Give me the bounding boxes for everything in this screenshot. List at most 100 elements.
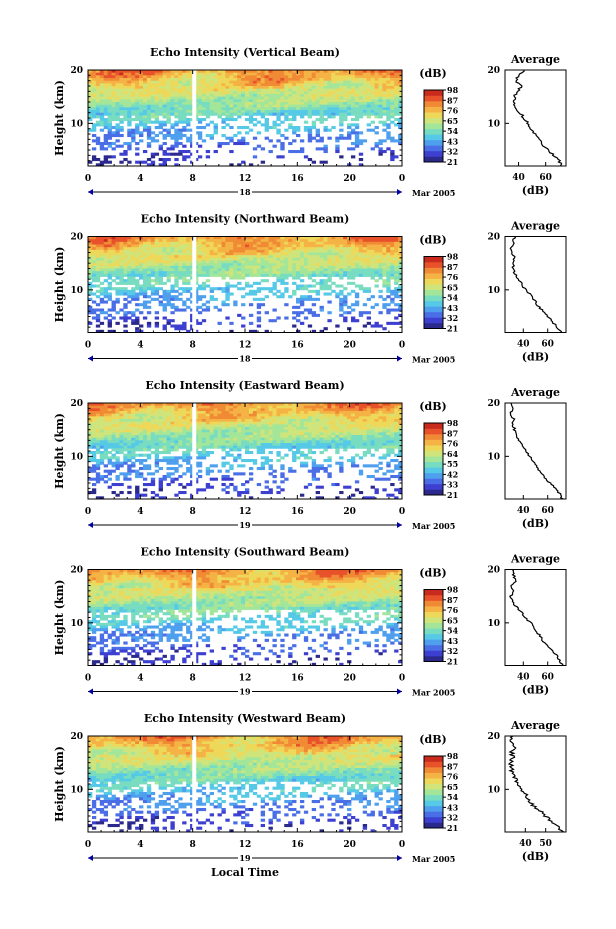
heatmap-cell xyxy=(323,112,328,116)
heatmap-cell xyxy=(146,104,152,108)
heatmap-cell xyxy=(119,445,124,449)
heatmap-cell xyxy=(394,308,399,312)
heatmap-cell xyxy=(139,435,144,439)
heatmap-cell xyxy=(201,104,207,108)
heatmap-cell xyxy=(398,99,403,103)
heatmap-cell xyxy=(174,239,179,243)
heatmap-cell xyxy=(323,147,328,151)
heatmap-cell xyxy=(315,134,320,138)
heatmap-cell xyxy=(131,295,136,299)
heatmap-cell xyxy=(154,152,160,156)
heatmap-cell xyxy=(131,287,136,291)
heatmap-cell xyxy=(252,110,258,114)
heatmap-cell xyxy=(268,96,273,100)
heatmap-cell xyxy=(229,118,234,122)
heatmap-cell xyxy=(209,96,215,100)
colorbar-level-label: 87 xyxy=(447,95,458,105)
heatmap-cell xyxy=(170,96,175,100)
heatmap-cell xyxy=(150,411,156,415)
heatmap-cell xyxy=(284,271,289,275)
heatmap-cell xyxy=(146,126,152,130)
heatmap-cell xyxy=(119,112,124,116)
heatmap-cell xyxy=(284,91,289,95)
heatmap-cell xyxy=(103,118,109,122)
profile-title: Average xyxy=(510,53,560,66)
heatmap-cell xyxy=(390,308,395,312)
heatmap-cell xyxy=(119,437,124,441)
heatmap-cell xyxy=(190,244,195,248)
heatmap-cell xyxy=(154,440,160,444)
heatmap-cell xyxy=(343,136,348,140)
heatmap-cell xyxy=(335,144,340,148)
heatmap-cell xyxy=(95,273,101,277)
heatmap-cell xyxy=(91,139,97,143)
heatmap-cell xyxy=(166,147,171,151)
heatmap-cell xyxy=(139,405,144,409)
heatmap-cell xyxy=(174,131,179,135)
heatmap-cell xyxy=(162,429,167,433)
heatmap-cell xyxy=(233,94,238,98)
heatmap-cell xyxy=(99,477,105,481)
heatmap-cell xyxy=(107,144,112,148)
heatmap-cell xyxy=(284,104,289,108)
heatmap-cell xyxy=(115,475,120,479)
heatmap-cell xyxy=(221,134,226,138)
heatmap-cell xyxy=(182,115,187,119)
heatmap-cell xyxy=(374,252,379,256)
heatmap-cell xyxy=(205,472,211,476)
heatmap-cell xyxy=(205,424,211,428)
heatmap-cell xyxy=(99,163,105,167)
heatmap-cell xyxy=(335,263,340,267)
heatmap-cell xyxy=(288,239,293,243)
heatmap-cell xyxy=(276,102,281,106)
heatmap-cell xyxy=(398,260,403,264)
heatmap-cell xyxy=(131,70,136,74)
heatmap-cell xyxy=(296,107,301,111)
heatmap-cell xyxy=(241,440,246,444)
heatmap-cell xyxy=(390,150,395,154)
heatmap-cell xyxy=(335,110,340,114)
heatmap-cell xyxy=(225,432,230,436)
heatmap-cell xyxy=(119,292,124,296)
heatmap-cell xyxy=(174,252,179,256)
heatmap-cell xyxy=(154,456,160,460)
heatmap-cell xyxy=(354,252,360,256)
heatmap-cell xyxy=(166,483,171,487)
heatmap-cell xyxy=(394,241,399,245)
heatmap-cell xyxy=(366,115,372,119)
heatmap-cell xyxy=(382,104,387,108)
heatmap-cell xyxy=(190,440,195,444)
heatmap-cell xyxy=(178,241,183,245)
heatmap-cell xyxy=(166,413,171,417)
heatmap-cell xyxy=(115,107,120,111)
heatmap-cell xyxy=(217,83,222,87)
heatmap-cell xyxy=(91,279,97,283)
heatmap-cell xyxy=(190,432,195,436)
heatmap-cell xyxy=(209,427,215,431)
heatmap-cell xyxy=(221,477,226,481)
heatmap-cell xyxy=(91,265,97,269)
heatmap-cell xyxy=(174,94,179,98)
heatmap-cell xyxy=(225,427,230,431)
heatmap-cell xyxy=(115,432,120,436)
heatmap-cell xyxy=(237,139,242,143)
heatmap-cell xyxy=(170,241,175,245)
heatmap-cell xyxy=(162,432,167,436)
heatmap-cell xyxy=(296,300,301,304)
heatmap-cell xyxy=(201,255,207,259)
profile-y-tick-label: 20 xyxy=(487,66,500,76)
heatmap-cell xyxy=(245,70,250,74)
heatmap-cell xyxy=(107,99,112,103)
heatmap-cell xyxy=(213,297,218,301)
heatmap-cell xyxy=(292,265,297,269)
heatmap-cell xyxy=(229,91,234,95)
heatmap-cell xyxy=(378,80,383,84)
heatmap-cell xyxy=(205,443,211,447)
heatmap-cell xyxy=(347,244,352,248)
colorbar-swatch xyxy=(424,256,443,263)
heatmap-cell xyxy=(272,96,277,100)
heatmap-cell xyxy=(233,268,238,272)
heatmap-cell xyxy=(252,273,258,277)
heatmap-cell xyxy=(111,99,116,103)
